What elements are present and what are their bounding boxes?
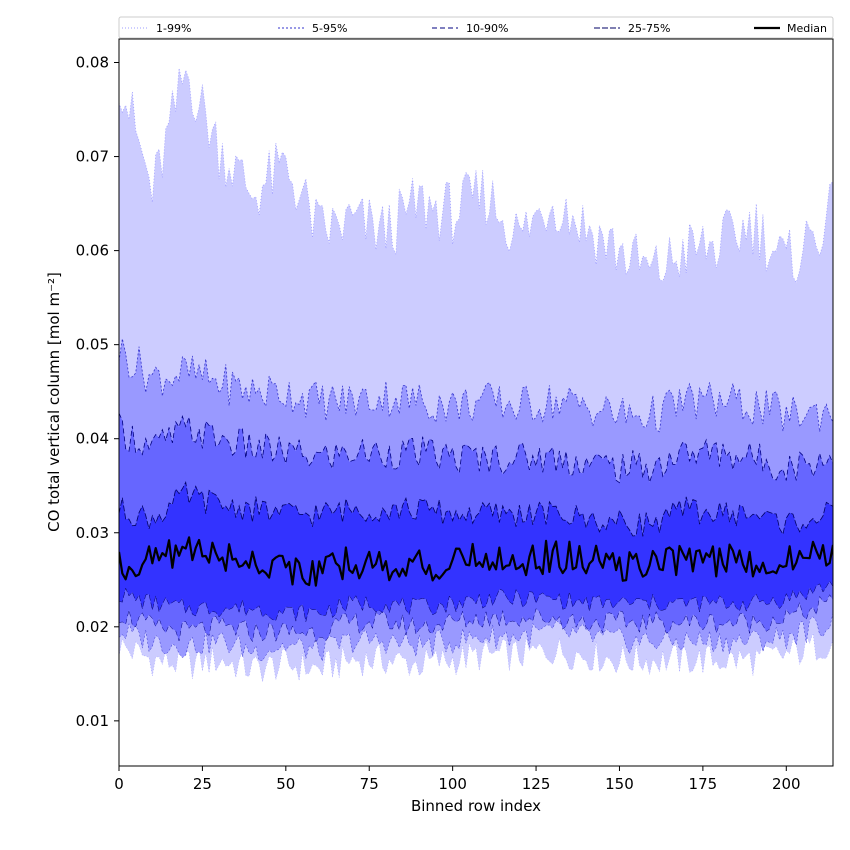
legend-label-25-75%: 25-75%	[628, 22, 670, 35]
legend: 1-99% 5-95% 10-90% 25-75% Median	[118, 16, 834, 39]
legend-box	[118, 16, 834, 39]
legend-label-5-95%: 5-95%	[312, 22, 347, 35]
x-tick-label: 200	[772, 775, 801, 793]
legend-label-1-99%: 1-99%	[156, 22, 191, 35]
x-tick-label: 100	[438, 775, 467, 793]
y-tick-label: 0.01	[76, 712, 109, 730]
band-lower-edge-25-75%	[119, 580, 833, 622]
y-tick-label: 0.08	[76, 54, 109, 72]
median-line	[119, 536, 833, 587]
legend-label-median: Median	[787, 22, 827, 35]
band-upper-edge-25-75%	[119, 481, 833, 537]
band-25-75%	[119, 482, 833, 622]
x-tick-label: 150	[605, 775, 634, 793]
x-axis: 0 25 50 75 100 125 150 175 200	[114, 766, 801, 793]
band-upper-edge-1-99%	[119, 68, 833, 284]
band-upper-edge-10-90%	[119, 413, 833, 484]
x-tick-label: 50	[276, 775, 295, 793]
y-tick-label: 0.03	[76, 524, 109, 542]
x-tick-label: 175	[689, 775, 718, 793]
x-tick-label: 25	[193, 775, 212, 793]
band-lower-edge-5-95%	[119, 612, 833, 663]
plot-frame	[118, 38, 834, 767]
x-tick-label: 0	[114, 775, 124, 793]
band-upper-edge-5-95%	[119, 338, 833, 433]
x-axis-title: Binned row index	[411, 797, 541, 815]
legend-label-10-90%: 10-90%	[466, 22, 508, 35]
y-tick-label: 0.02	[76, 618, 109, 636]
y-axis: 0.01 0.02 0.03 0.04 0.05 0.06 0.07 0.08	[76, 54, 119, 730]
y-tick-label: 0.07	[76, 148, 109, 166]
band-lower-edge-10-90%	[119, 594, 833, 643]
bands-layer	[119, 68, 833, 682]
y-tick-label: 0.06	[76, 242, 109, 260]
median-layer	[119, 536, 833, 587]
x-tick-label: 75	[360, 775, 379, 793]
y-axis-title: CO total vertical column [mol m⁻²]	[45, 272, 63, 532]
y-tick-label: 0.05	[76, 336, 109, 354]
y-tick-label: 0.04	[76, 430, 109, 448]
x-tick-label: 125	[522, 775, 551, 793]
